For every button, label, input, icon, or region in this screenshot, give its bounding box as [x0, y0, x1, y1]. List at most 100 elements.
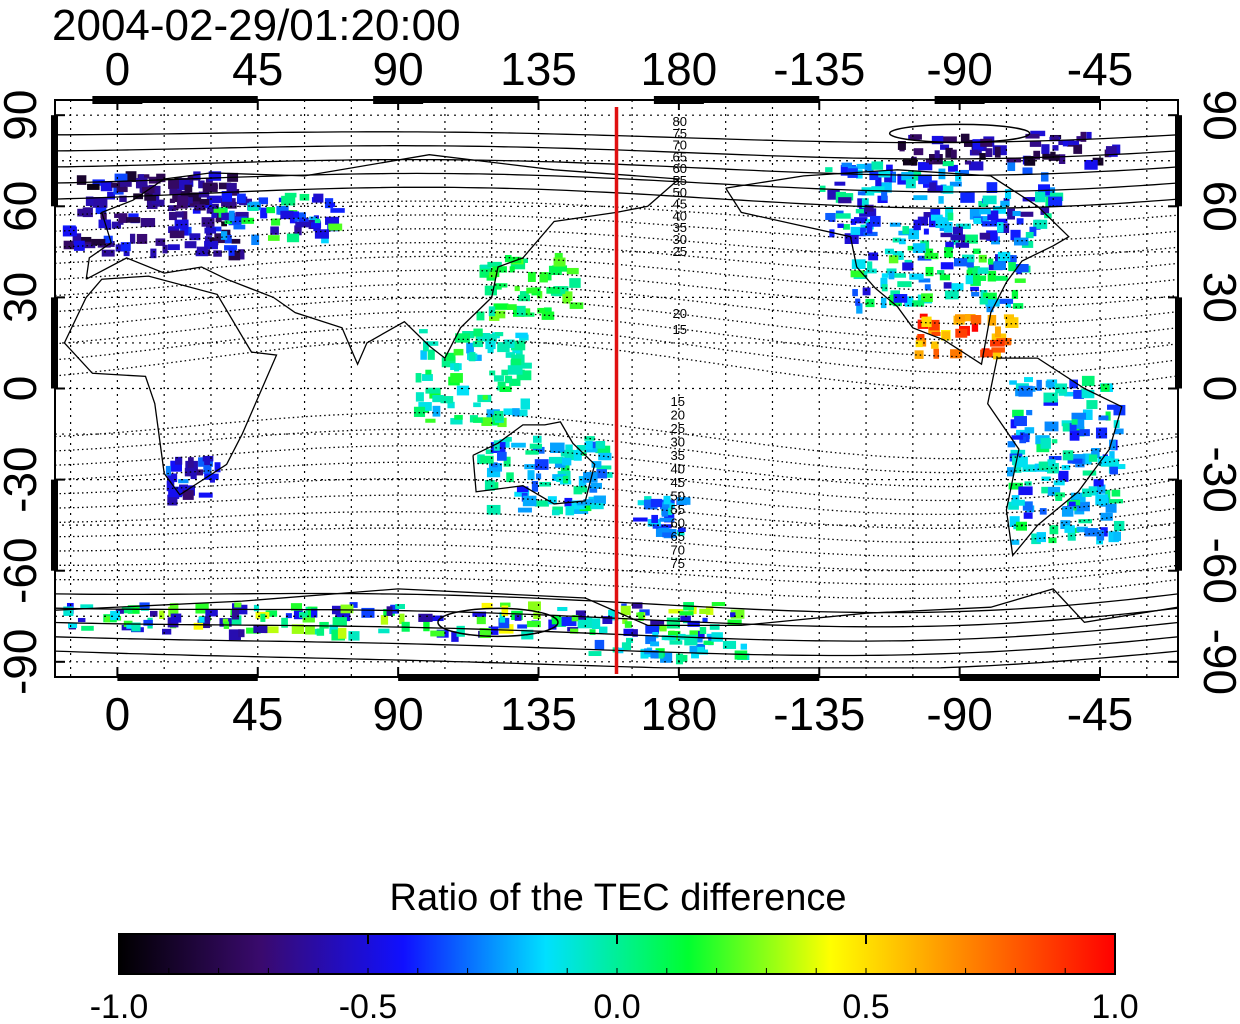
tec-cell — [104, 616, 111, 623]
tec-cell — [1007, 208, 1016, 220]
tec-cell — [1074, 418, 1085, 429]
tec-cell — [980, 138, 993, 147]
tec-cell — [337, 627, 347, 639]
tec-cell — [87, 183, 100, 190]
tec-cell — [184, 467, 194, 477]
tec-cell — [852, 289, 858, 297]
tec-cell — [987, 210, 999, 221]
tec-cell — [170, 460, 183, 472]
tec-cell — [663, 495, 671, 505]
tec-cell — [1055, 383, 1068, 394]
figure-title: 2004-02-29/01:20:00 — [52, 1, 461, 50]
coastline — [54, 588, 1179, 627]
tec-cell — [991, 347, 1005, 353]
tec-cell — [923, 212, 931, 218]
tec-cell — [486, 504, 501, 515]
tec-cell — [107, 191, 115, 200]
tec-cell — [888, 255, 899, 264]
tec-cell — [1073, 389, 1084, 399]
tec-cell — [111, 182, 121, 188]
tec-cell — [276, 205, 289, 215]
tec-cell — [1012, 409, 1024, 418]
tec-cell — [913, 195, 928, 201]
tec-cell — [661, 635, 677, 641]
tec-cell — [1078, 519, 1092, 524]
tec-cell — [955, 242, 970, 248]
tec-cell — [1011, 495, 1020, 501]
tec-cell — [184, 184, 193, 193]
tec-cell — [499, 612, 506, 623]
tec-cell — [214, 233, 228, 244]
tec-cell — [221, 212, 236, 221]
tec-cell — [284, 192, 297, 198]
tec-cell — [173, 205, 179, 210]
tec-cell — [1008, 255, 1017, 263]
contour-label: 75 — [671, 556, 685, 571]
tec-cell — [1051, 135, 1059, 142]
tec-cell — [1025, 133, 1040, 139]
tec-cell — [198, 492, 213, 498]
tec-cell — [515, 332, 528, 339]
tec-cell — [594, 639, 605, 650]
tec-cell — [595, 445, 611, 454]
tec-cell — [1076, 501, 1090, 512]
contour-label: 30 — [671, 435, 685, 450]
tec-cell — [198, 191, 210, 198]
tec-cell — [166, 480, 175, 492]
tec-cell — [1098, 415, 1109, 421]
tec-cell — [251, 234, 260, 246]
tec-cell — [238, 629, 245, 638]
tec-cell — [62, 226, 77, 237]
tec-cell — [1109, 439, 1116, 451]
tec-cell — [918, 162, 933, 171]
tec-cell — [1048, 537, 1057, 544]
tec-cell — [835, 213, 851, 219]
tec-cell — [314, 229, 329, 239]
tec-cell — [650, 650, 659, 659]
tec-cell — [970, 280, 981, 286]
tec-cell — [1005, 300, 1011, 308]
tec-cell — [841, 193, 854, 201]
tec-cell — [260, 207, 268, 219]
tec-cell — [280, 210, 294, 220]
tec-cell — [972, 275, 987, 281]
tec-cell — [196, 246, 208, 254]
tec-cell — [1109, 466, 1118, 475]
tec-cell — [222, 618, 229, 624]
tec-cell — [208, 171, 222, 181]
tec-cell — [380, 615, 389, 625]
tec-cell — [902, 159, 918, 166]
tec-cell — [432, 394, 444, 403]
tec-cell — [1045, 380, 1055, 388]
tec-cell — [1015, 263, 1029, 273]
tec-cell — [933, 348, 940, 359]
tec-cell — [115, 244, 126, 252]
tec-cell — [1049, 525, 1059, 535]
tec-cell — [221, 191, 233, 202]
tec-cell — [1044, 421, 1059, 432]
tec-cell — [1111, 489, 1121, 497]
tec-cell — [908, 228, 920, 240]
tec-cell — [488, 626, 499, 635]
tec-cell — [557, 606, 568, 612]
tec-cell — [488, 271, 498, 278]
tec-cell — [907, 245, 914, 251]
tec-cell — [325, 216, 340, 225]
tec-cell — [125, 171, 137, 183]
tec-cell — [453, 348, 464, 356]
tec-cell — [168, 486, 183, 498]
frame-band — [1175, 115, 1182, 207]
tec-cell — [91, 238, 106, 246]
tec-cell — [550, 442, 565, 454]
tec-cell — [553, 286, 568, 292]
tec-cell — [1023, 512, 1033, 519]
left-lat-tick-label: 30 — [0, 272, 46, 323]
tec-cell — [669, 503, 675, 508]
tec-cell — [480, 264, 492, 269]
tec-cell — [893, 294, 908, 303]
left-lat-tick-label: -30 — [0, 446, 46, 512]
tec-cell — [986, 182, 998, 194]
tec-cell — [486, 467, 501, 478]
tec-cell — [529, 443, 543, 449]
tec-cell — [506, 472, 514, 483]
